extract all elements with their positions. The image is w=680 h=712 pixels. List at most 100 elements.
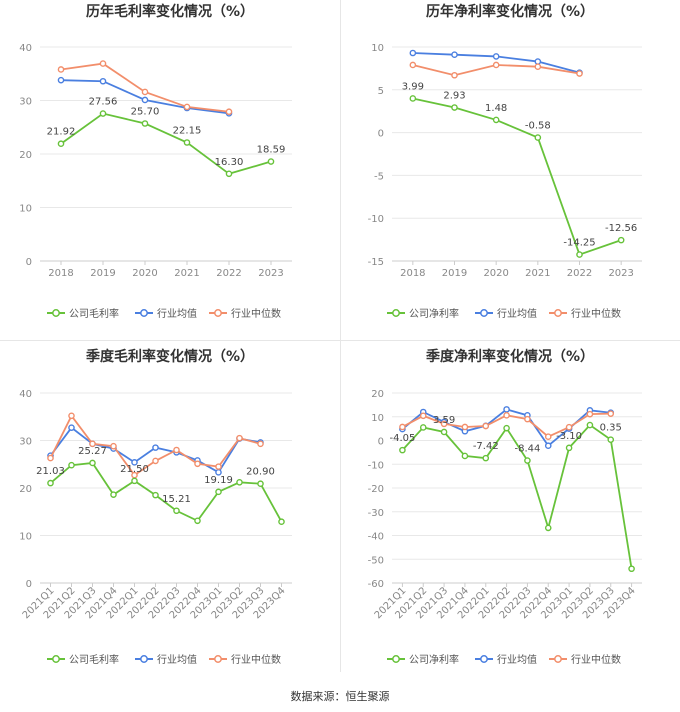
y-tick-label: -30 [368,508,384,519]
data-point-company [68,461,75,469]
data-point-company [628,565,635,573]
data-label: 22.15 [173,125,202,136]
data-point-company [110,491,117,498]
series-industry_median [409,61,583,79]
data-point-industry_median [409,61,417,69]
legend-label: 公司净利率 [409,653,459,666]
y-tick-label: -60 [368,579,384,590]
chart-legend: 公司毛利率 行业均值 行业中位数 [47,307,281,320]
data-point-company [524,457,531,464]
data-point-industry_avg [131,459,138,466]
data-point-industry_avg [534,58,542,65]
data-label: 15.21 [162,494,191,505]
data-point-company [99,110,107,117]
legend-swatch-marker [480,655,488,663]
legend-label: 行业均值 [157,653,197,666]
y-tick-label: -15 [368,257,384,268]
chart-legend: 公司净利率 行业均值 行业中位数 [387,307,621,320]
data-point-industry_avg [544,442,552,450]
x-tick-label: 2018 [400,268,425,279]
data-point-industry_avg [492,53,500,60]
legend-item-company: 公司净利率 [387,307,459,320]
data-point-industry_median [215,463,222,470]
data-label: 1.48 [485,103,507,114]
legend-item-industry_median: 行业中位数 [209,307,281,320]
legend-swatch-marker [554,309,562,317]
data-label: 2.93 [443,91,465,102]
data-label: 19.19 [204,475,233,486]
data-point-industry_median [503,412,510,419]
y-tick-label: 30 [19,437,32,448]
chart-panel-1: 历年毛利率变化情况（%） 0 10 20 30 40 2018 2019 2020 2021 202… [19,3,292,320]
y-tick-label: 20 [19,484,32,495]
data-label: -0.58 [525,121,551,132]
data-point-industry_avg [451,51,458,59]
legend-label: 行业中位数 [231,307,281,320]
data-point-company [278,518,285,526]
legend-swatch-marker [140,655,148,663]
data-point-company [183,139,191,146]
x-tick-label: 2021 [525,268,550,279]
data-source-footer: 数据来源：恒生聚源 [290,690,390,703]
data-point-industry_avg [57,76,65,84]
data-point-industry_median [607,410,615,417]
y-tick-label: 10 [371,413,384,424]
data-point-industry_median [47,454,54,462]
chart-legend: 公司毛利率 行业均值 行业中位数 [47,653,281,666]
panel-divider-vertical [340,0,341,672]
data-label: -3.10 [556,431,582,442]
data-label: 21.50 [120,464,149,475]
y-tick-label: 0 [26,579,32,590]
data-point-company [544,524,552,532]
series-line-company [60,112,272,175]
data-point-industry_avg [99,77,107,85]
data-point-company [152,491,159,499]
data-point-industry_median [440,420,448,428]
x-tick-label: 2022 [567,268,592,279]
data-point-industry_median [236,434,243,442]
y-tick-label: -20 [368,484,384,495]
y-tick-label: -5 [374,171,384,182]
legend-item-company: 公司净利率 [387,653,459,666]
y-tick-label: 40 [19,43,32,54]
series-industry_median [399,410,615,441]
legend-item-industry_avg: 行业均值 [475,307,537,320]
data-label: 18.59 [257,145,286,156]
series-company: 21.03 25.27 21.50 15.21 19.19 20.90 [36,446,285,526]
series-line-company [401,423,633,569]
legend-item-industry_avg: 行业均值 [135,307,197,320]
series-line-company [412,97,622,256]
y-tick-label: 20 [19,150,32,161]
series-company: 3.99 2.93 1.48 -0.58 -14.25 -12.56 [402,81,637,258]
data-point-company [607,436,615,443]
data-point-company [215,488,222,496]
legend-label: 行业均值 [497,307,537,320]
y-tick-label: 5 [378,86,384,97]
data-point-company [47,479,54,487]
x-tick-label: 2020 [483,268,508,279]
x-tick-label: 2019 [442,268,467,279]
data-point-industry_avg [503,406,510,413]
data-point-company [617,236,625,244]
y-tick-label: 10 [19,204,32,215]
x-tick-label: 2020 [132,268,157,279]
legend-label: 公司毛利率 [69,653,119,666]
data-point-industry_avg [68,424,75,431]
y-tick-label: -50 [368,555,384,566]
data-point-company [461,452,469,460]
series-industry_median [47,412,264,479]
data-point-industry_median [544,433,552,441]
data-point-company [440,428,448,436]
x-tick-label: 2021 [174,268,199,279]
legend-item-industry_avg: 行业均值 [135,653,197,666]
data-label: 21.03 [36,466,65,477]
legend-swatch-marker [52,655,60,663]
y-tick-label: -40 [368,532,384,543]
data-point-industry_median [194,460,201,468]
y-tick-label: 40 [19,389,32,400]
chart-title: 历年毛利率变化情况（%） [86,3,254,20]
legend-item-industry_avg: 行业均值 [475,653,537,666]
x-tick-label: 2022 [216,268,241,279]
data-point-industry_median [89,440,96,448]
chart-panel-4: 季度净利率变化情况（%）-60-50-40-30-20-10010202021Q… [368,348,642,666]
